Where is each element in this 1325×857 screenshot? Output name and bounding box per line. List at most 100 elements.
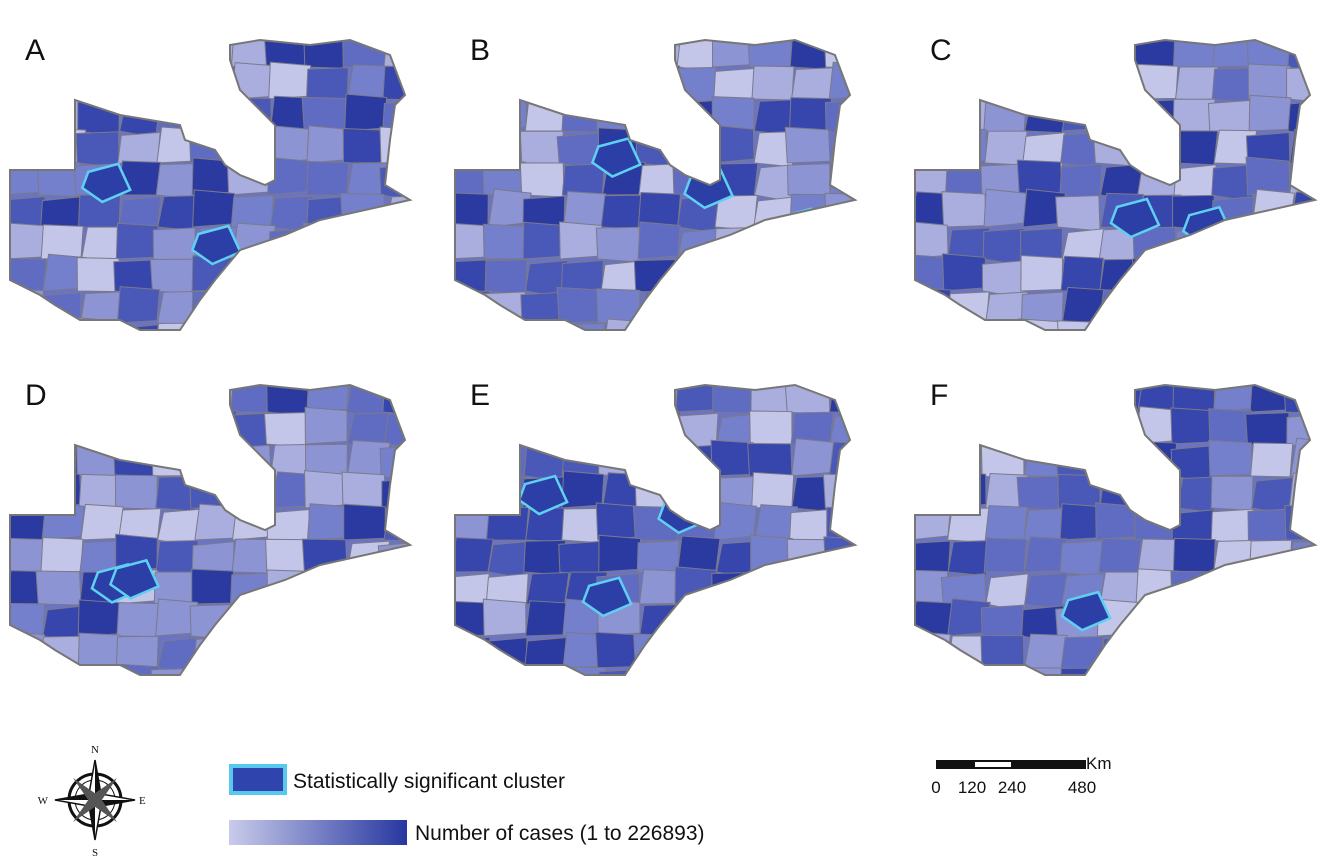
district [227,158,271,195]
district [1246,573,1290,610]
cluster-swatch [231,766,285,793]
district [382,221,424,259]
compass-e: E [139,795,146,807]
district [1062,287,1105,323]
district [787,164,830,199]
district [43,412,85,446]
district [232,63,274,99]
district [563,192,605,227]
district [483,65,526,99]
district [157,410,199,444]
district [829,442,871,476]
district [675,67,717,102]
district [941,321,986,355]
district [1097,67,1139,102]
district [446,223,488,259]
district [984,538,1026,572]
district [948,508,990,542]
district [78,667,120,701]
district [3,670,45,708]
district [151,669,195,704]
district [789,605,831,641]
district [679,256,722,291]
district [1096,324,1138,361]
district [905,570,948,604]
district [520,322,564,356]
district [1209,440,1252,476]
district [194,445,236,482]
district [380,127,423,163]
district [712,97,754,131]
district [1173,538,1215,572]
district [1171,292,1214,329]
district [828,662,870,700]
district [906,324,948,361]
figure: ABCDEF N S E W Statistically significant… [0,0,1325,857]
district [1132,259,1176,293]
compass-w: W [38,795,49,807]
district [347,600,389,636]
district [307,375,349,412]
district [676,376,718,412]
map-panel: B [445,29,873,362]
district [1169,605,1214,641]
district [678,600,721,636]
district [1025,634,1068,668]
district [380,445,423,482]
district [1060,541,1102,577]
district [908,668,950,702]
scale-label: 240 [998,778,1026,797]
district [520,131,564,165]
district [447,477,489,513]
district [1097,36,1139,72]
district [561,35,603,70]
district [1061,256,1103,291]
district [638,193,680,227]
district [949,63,992,99]
district [1138,606,1181,644]
district [1175,324,1217,360]
district [1136,319,1178,355]
district [827,507,869,541]
district [984,325,1026,363]
district [984,100,1026,136]
scale-unit: Km [1086,754,1112,773]
legend-cluster: Statistically significant cluster [293,770,565,793]
district [1251,636,1293,670]
legend-cases: Number of cases (1 to 226893) [415,822,705,845]
district [1209,572,1252,606]
scale-label: 120 [958,778,986,797]
district [748,32,792,67]
district [229,663,271,700]
district [785,288,830,323]
district [716,256,758,291]
district [445,63,488,99]
district [526,601,568,636]
district [384,259,426,294]
district [1213,374,1255,412]
district [1137,631,1179,668]
district [524,381,566,417]
district [524,36,566,73]
district [343,129,385,163]
district [1215,669,1258,705]
district [344,632,386,668]
map-panel: E [444,374,873,707]
district [1290,228,1325,265]
map-panel: A [0,30,428,363]
district [308,323,350,357]
districts [445,29,873,362]
district [41,65,83,99]
district [192,569,234,604]
district [752,472,794,508]
district [639,100,681,136]
district [307,126,349,163]
district [1017,476,1062,511]
district [303,223,347,259]
district [1134,664,1176,700]
district [230,320,272,355]
compass-s: S [92,847,98,857]
district [1056,196,1100,231]
district [43,321,86,355]
district [384,32,426,67]
